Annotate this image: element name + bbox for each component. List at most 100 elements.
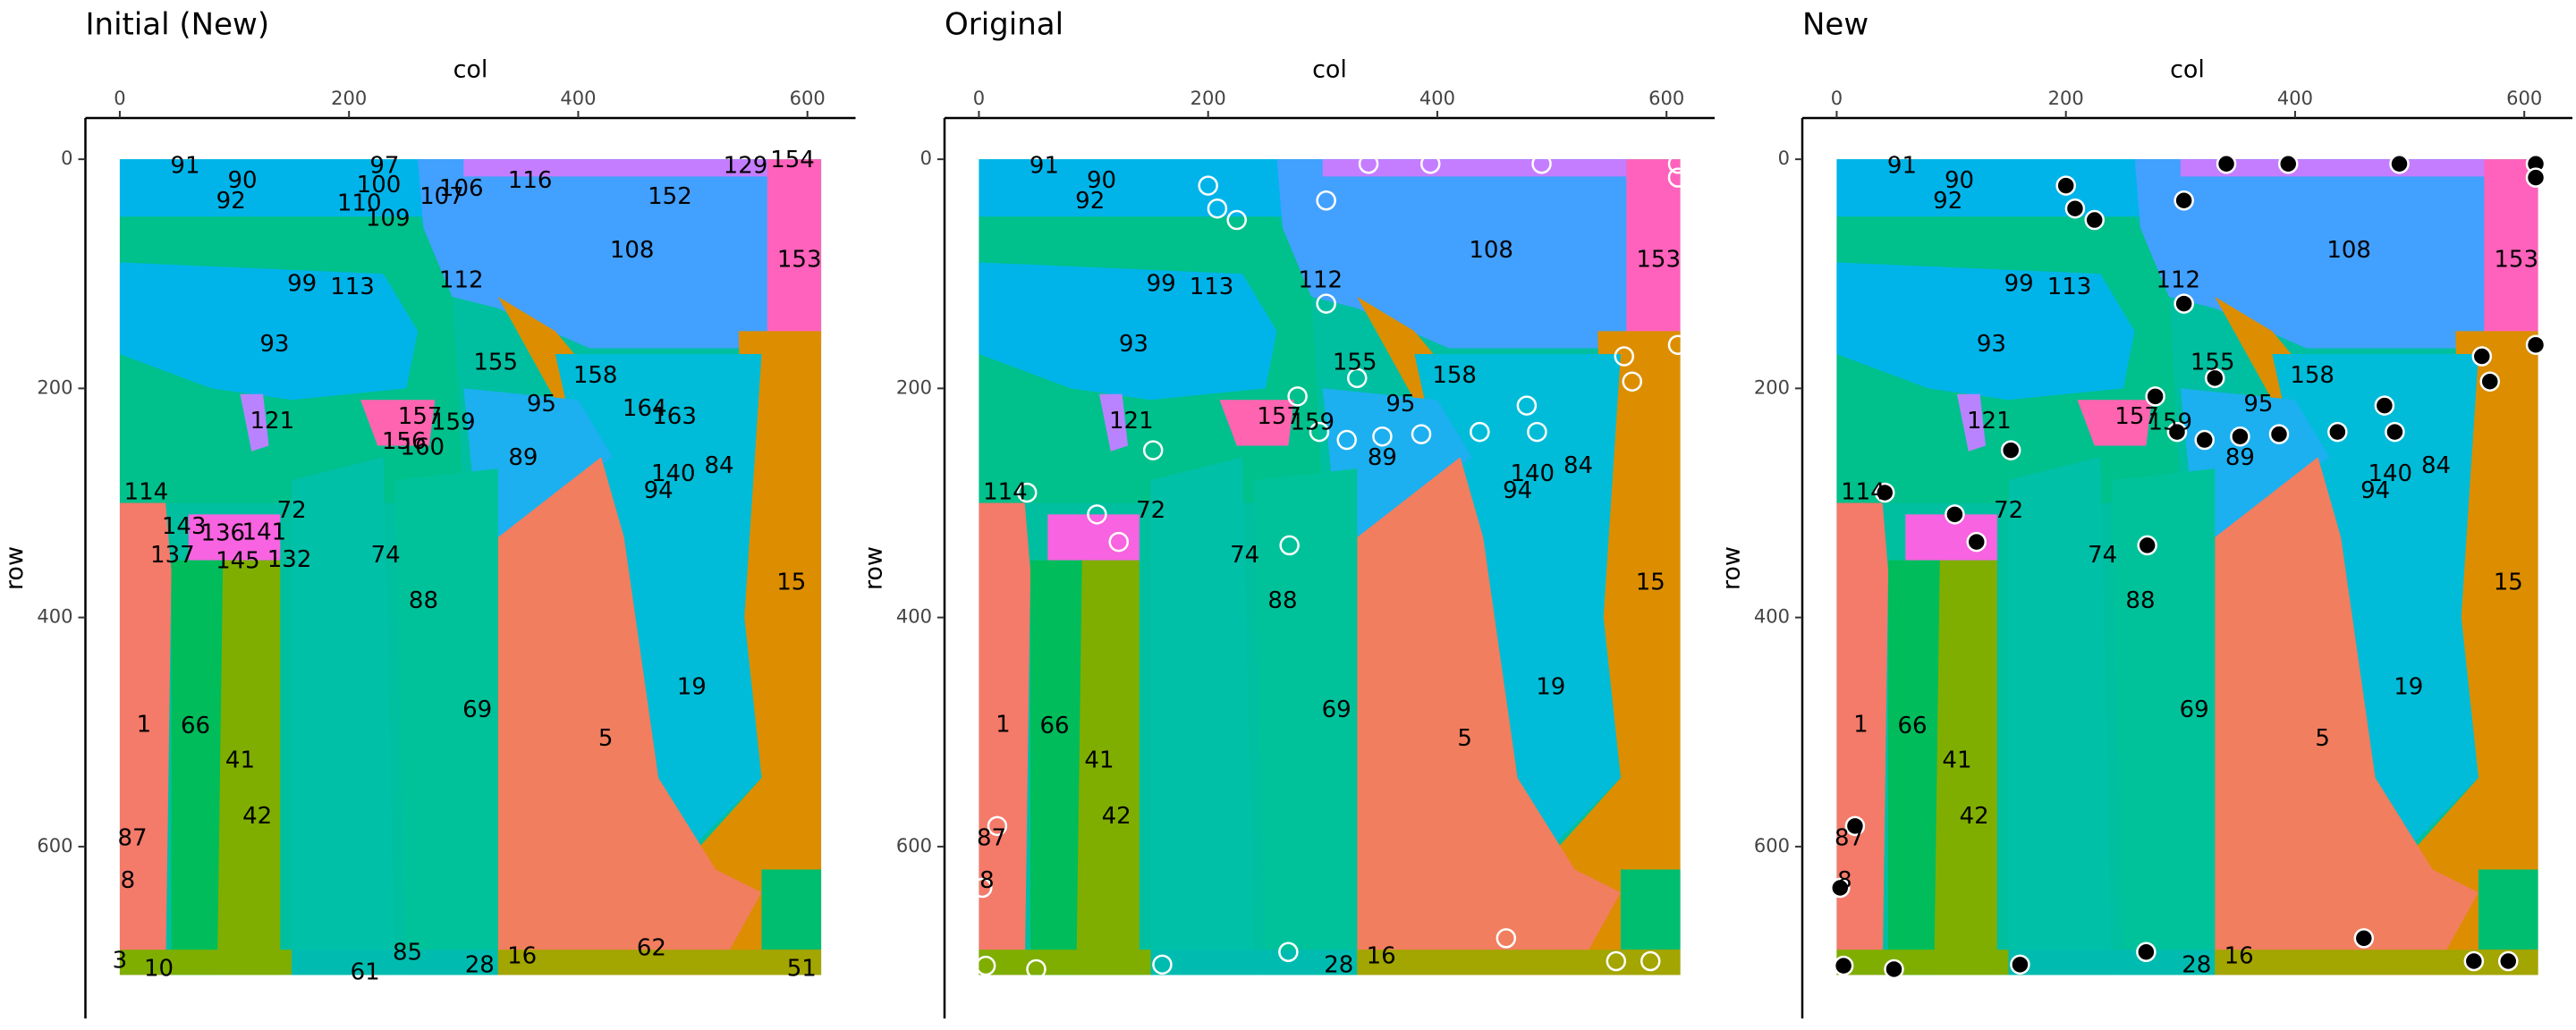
x-tick-label: 400: [1419, 88, 1455, 109]
region-label: 3: [113, 948, 128, 975]
point: [2278, 154, 2299, 174]
region-label: 99: [2004, 270, 2034, 297]
point: [1516, 395, 1538, 416]
panel: Original col row 0 200 400 600 0 200 400 600 91 9092…: [860, 7, 1715, 1019]
y-axis-label: row: [1, 546, 29, 590]
region-label: 95: [527, 391, 556, 418]
x-tick-label: 0: [973, 88, 985, 109]
region-label: 15: [1636, 570, 1665, 596]
region-label: 1: [996, 712, 1011, 739]
region-label: 164: [623, 395, 667, 422]
region-label: 41: [1942, 747, 1971, 773]
point: [1667, 334, 1689, 355]
point: [2064, 198, 2086, 219]
point: [1844, 815, 1866, 837]
region-label: 85: [393, 940, 422, 967]
region-label: 97: [369, 152, 399, 179]
region-label: 92: [1933, 188, 1962, 215]
region-label: 8: [121, 867, 136, 894]
point: [975, 955, 996, 976]
point: [1279, 535, 1300, 556]
y-tick-label: 0: [61, 148, 72, 169]
region-label: 16: [1367, 942, 1396, 969]
point: [1226, 209, 1247, 231]
region-label: 89: [2225, 444, 2255, 471]
y-tick-label: 600: [1754, 835, 1790, 857]
point: [1372, 426, 1393, 447]
region-label: 90: [227, 167, 257, 194]
region-label: 93: [1119, 331, 1148, 358]
y-tick-label: 400: [1754, 606, 1790, 628]
point: [1087, 504, 1107, 525]
region-label: 156: [382, 428, 427, 455]
point: [2145, 386, 2165, 407]
point: [1606, 950, 1627, 972]
region-label: 10: [144, 955, 174, 982]
point: [1420, 154, 1441, 174]
x-tick-label: 600: [2506, 88, 2542, 109]
panel-title: Initial (New): [86, 7, 270, 43]
point: [1411, 424, 1432, 444]
region-label: 66: [1039, 713, 1069, 739]
region-label: 110: [337, 190, 382, 217]
region-label: 90: [1945, 167, 1974, 194]
point: [1614, 346, 1635, 367]
region-label: 28: [1324, 952, 1353, 979]
point: [2137, 535, 2157, 556]
region-label: 90: [1087, 167, 1116, 194]
point: [1496, 928, 1517, 949]
point: [2166, 421, 2188, 443]
region-label: 155: [2190, 350, 2235, 376]
region-label: 153: [2494, 246, 2538, 273]
point: [1830, 877, 1851, 899]
region-label: 72: [277, 497, 307, 524]
region-label: 137: [150, 542, 195, 569]
region-label: 5: [598, 725, 614, 752]
region-label: 92: [1075, 188, 1105, 215]
region-label: 136: [200, 520, 245, 547]
point: [2327, 421, 2348, 443]
region-label: 112: [1298, 266, 1343, 293]
region-label: 89: [1368, 444, 1397, 471]
region-label: 121: [1967, 408, 2012, 435]
region-label: 41: [225, 747, 255, 773]
point: [2084, 209, 2105, 231]
x-tick-label: 0: [114, 88, 125, 109]
x-tick-label: 0: [1831, 88, 1843, 109]
point: [2525, 167, 2546, 188]
x-tick-label: 400: [2277, 88, 2313, 109]
y-tick-label: 600: [896, 835, 932, 857]
region-label: 5: [2315, 725, 2330, 752]
x-tick-label: 200: [1191, 88, 1226, 109]
point: [1884, 958, 1904, 980]
region-label: 113: [2047, 274, 2092, 300]
point: [2216, 154, 2237, 174]
region-label: 100: [357, 172, 402, 198]
panel: Initial (New) col row 0 200 400 600 0 200 400 600 9…: [1, 7, 856, 1019]
region-label: 160: [400, 435, 445, 461]
region-label: 108: [2326, 237, 2371, 264]
y-axis-label: row: [1718, 546, 1746, 590]
region-label: 41: [1084, 747, 1114, 773]
y-tick-label: 200: [37, 376, 72, 398]
region-label: 121: [250, 408, 295, 435]
region-label: 51: [787, 955, 817, 982]
region-label: 141: [242, 519, 287, 545]
point: [2136, 941, 2157, 962]
point: [1640, 950, 1661, 972]
region-label: 121: [1109, 408, 1154, 435]
region-label: 16: [2224, 942, 2254, 969]
y-axis-label: row: [860, 546, 888, 590]
point: [2055, 175, 2076, 196]
region-label: 84: [704, 452, 733, 479]
x-axis-label: col: [2170, 56, 2205, 84]
region-label: 112: [439, 266, 484, 293]
panel-title: New: [1802, 7, 1868, 43]
region-label: 91: [1887, 152, 1917, 179]
region-label: 69: [1322, 697, 1352, 723]
point: [2498, 950, 2519, 972]
region-label: 87: [1835, 824, 1864, 851]
point: [2471, 346, 2493, 367]
region-label: 8: [979, 867, 995, 894]
